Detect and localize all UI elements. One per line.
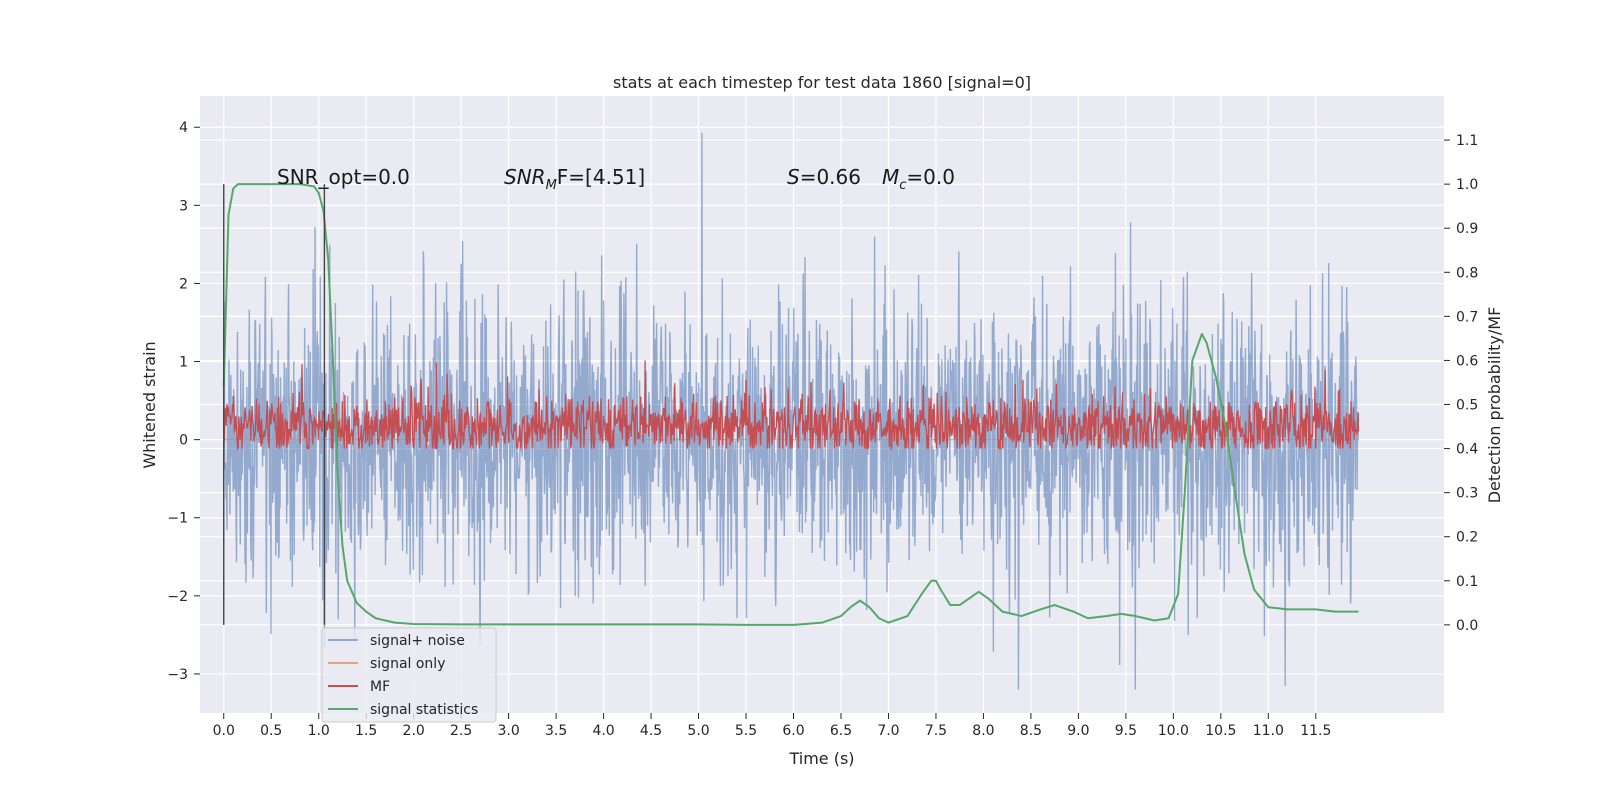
series-mf (223, 360, 1360, 451)
y-right-tick-label: 0.8 (1456, 265, 1478, 281)
x-tick-label: 2.0 (403, 723, 425, 739)
annotation-snr-mf-base: SNR (504, 165, 546, 189)
y-right-axis-title: Detection probability/MF (1485, 307, 1504, 504)
x-tick-label: 5.0 (687, 723, 709, 739)
y-left-tick-label: 3 (179, 198, 188, 214)
y-left-tick-label: 4 (179, 120, 188, 136)
annotation-snr-mf: SNRMF=[4.51] (504, 165, 645, 193)
x-tick-label: 1.5 (355, 723, 377, 739)
annotation-mc-sub: c (899, 178, 906, 193)
legend-label-mf: MF (370, 679, 390, 695)
y-right-tick-label: 0.4 (1456, 442, 1478, 458)
series-signal-noise (223, 132, 1360, 690)
x-tick-label: 0.0 (213, 723, 235, 739)
y-left-tick-label: −2 (167, 589, 188, 605)
x-tick-label: 7.5 (925, 723, 947, 739)
x-tick-label: 9.0 (1067, 723, 1089, 739)
chart-title: stats at each timestep for test data 186… (613, 73, 1031, 92)
x-tick-label: 11.0 (1253, 723, 1284, 739)
x-tick-label: 9.5 (1115, 723, 1137, 739)
y-left-tick-label: −1 (167, 511, 188, 527)
ticks: 0.0 0.5 1.0 1.5 2.0 2.5 3.0 3.5 4.0 4.5 5.0 5.5 6.0 6… (167, 120, 1478, 739)
y-right-tick-label: 1.0 (1456, 177, 1478, 193)
legend-label-signal-only: signal only (370, 656, 445, 672)
legend-label-signal-statistics: signal statistics (370, 702, 478, 718)
legend: signal+ noise signal only MF signal stat… (321, 627, 497, 723)
x-tick-label: 7.0 (877, 723, 899, 739)
x-tick-label: 6.0 (782, 723, 804, 739)
x-tick-label: 8.5 (1020, 723, 1042, 739)
legend-box (321, 627, 497, 723)
y-right-tick-label: 1.1 (1456, 133, 1478, 149)
x-tick-label: 8.0 (972, 723, 994, 739)
x-tick-label: 11.5 (1300, 723, 1331, 739)
y-left-tick-label: 2 (179, 276, 188, 292)
y-right-tick-label: 0.9 (1456, 221, 1478, 237)
y-left-tick-label: −3 (167, 667, 188, 683)
y-right-tick-label: 0.0 (1456, 618, 1478, 634)
x-tick-label: 5.5 (735, 723, 757, 739)
y-right-tick-label: 0.2 (1456, 530, 1478, 546)
annotation-s: S=0.66 (787, 165, 861, 189)
legend-label-signal-noise: signal+ noise (370, 633, 465, 649)
x-tick-label: 1.0 (308, 723, 330, 739)
y-right-tick-label: 0.5 (1456, 398, 1478, 414)
x-tick-label: 3.0 (497, 723, 519, 739)
series-signal-statistics (222, 183, 1359, 626)
y-right-tick-label: 0.3 (1456, 486, 1478, 502)
vertical-markers (223, 184, 326, 625)
y-left-tick-label: 0 (179, 433, 188, 449)
x-tick-label: 10.5 (1205, 723, 1236, 739)
annotation-snr-mf-sub: M (546, 178, 557, 193)
annotation-mc: Mc=0.0 (882, 165, 955, 193)
x-tick-label: 3.5 (545, 723, 567, 739)
x-tick-label: 4.5 (640, 723, 662, 739)
y-right-tick-label: 0.7 (1456, 309, 1478, 325)
x-axis-title: Time (s) (788, 749, 854, 768)
annotation-mc-base: M (882, 165, 899, 189)
annotation-snr-mf-rest: F=[4.51] (557, 165, 645, 189)
y-right-tick-label: 0.1 (1456, 574, 1478, 590)
annotation-s-base: S (787, 165, 800, 189)
x-tick-label: 10.0 (1158, 723, 1189, 739)
y-right-tick-label: 0.6 (1456, 353, 1478, 369)
x-tick-label: 0.5 (260, 723, 282, 739)
annotation-mc-rest: =0.0 (906, 165, 955, 189)
annotation-s-rest: =0.66 (800, 165, 861, 189)
x-tick-label: 6.5 (830, 723, 852, 739)
y-left-tick-label: 1 (179, 355, 188, 371)
x-tick-label: 4.0 (592, 723, 614, 739)
y-left-axis-title: Whitened strain (140, 341, 159, 468)
series-layer (222, 132, 1360, 690)
annotation-snr-opt: SNR_opt=0.0 (277, 165, 410, 189)
x-tick-label: 2.5 (450, 723, 472, 739)
